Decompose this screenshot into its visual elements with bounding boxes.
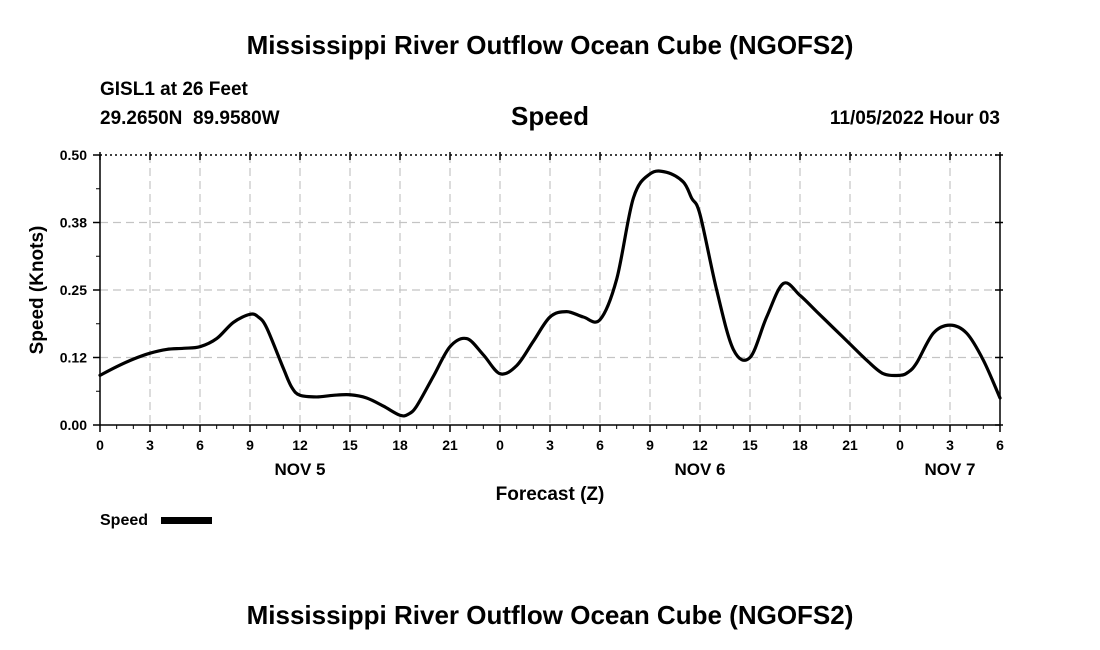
y-tick-label: 0.25 xyxy=(60,282,87,298)
chart-title: Speed xyxy=(511,101,589,131)
x-tick-label: 21 xyxy=(442,437,458,453)
x-tick-label: 6 xyxy=(996,437,1004,453)
x-tick-label: 18 xyxy=(392,437,408,453)
station-coordinates: 29.2650N 89.9580W xyxy=(100,108,280,129)
date-label: NOV 6 xyxy=(674,460,725,479)
forecast-datetime: 11/05/2022 Hour 03 xyxy=(830,108,1000,129)
x-tick-label: 15 xyxy=(742,437,758,453)
x-tick-label: 6 xyxy=(196,437,204,453)
axes: 0 3 6 9 12 15 18 21 0 3 6 9 12 15 18 21 0 3 6 0.00 0.12 0.25 0… xyxy=(60,147,1004,479)
x-tick-label: 0 xyxy=(496,437,504,453)
x-tick-label: 9 xyxy=(246,437,254,453)
grid xyxy=(100,155,1000,425)
x-tick-label: 15 xyxy=(342,437,358,453)
date-label: NOV 5 xyxy=(274,460,325,479)
x-tick-label: 0 xyxy=(96,437,104,453)
series-line-speed xyxy=(98,169,1002,418)
series-layer xyxy=(98,169,1002,418)
y-tick-label: 0.38 xyxy=(60,215,87,231)
x-tick-label: 3 xyxy=(546,437,554,453)
y-tick-label: 0.12 xyxy=(60,350,87,366)
x-axis-label: Forecast (Z) xyxy=(496,484,605,505)
y-tick-label: 0.50 xyxy=(60,147,87,163)
x-tick-label: 6 xyxy=(596,437,604,453)
x-tick-label: 18 xyxy=(792,437,808,453)
page-title: Mississippi River Outflow Ocean Cube (NG… xyxy=(247,30,854,60)
legend-line-swatch xyxy=(161,517,212,524)
x-tick-label: 21 xyxy=(842,437,858,453)
x-tick-label: 3 xyxy=(946,437,954,453)
x-tick-label: 12 xyxy=(292,437,308,453)
footer-title: Mississippi River Outflow Ocean Cube (NG… xyxy=(247,600,854,630)
station-label: GISL1 at 26 Feet xyxy=(100,79,249,100)
x-tick-label: 0 xyxy=(896,437,904,453)
legend-label: Speed xyxy=(100,512,148,529)
x-tick-label: 3 xyxy=(146,437,154,453)
y-axis-label: Speed (Knots) xyxy=(27,226,48,355)
y-tick-label: 0.00 xyxy=(60,417,87,433)
x-tick-label: 12 xyxy=(692,437,708,453)
x-tick-label: 9 xyxy=(646,437,654,453)
date-label: NOV 7 xyxy=(924,460,975,479)
